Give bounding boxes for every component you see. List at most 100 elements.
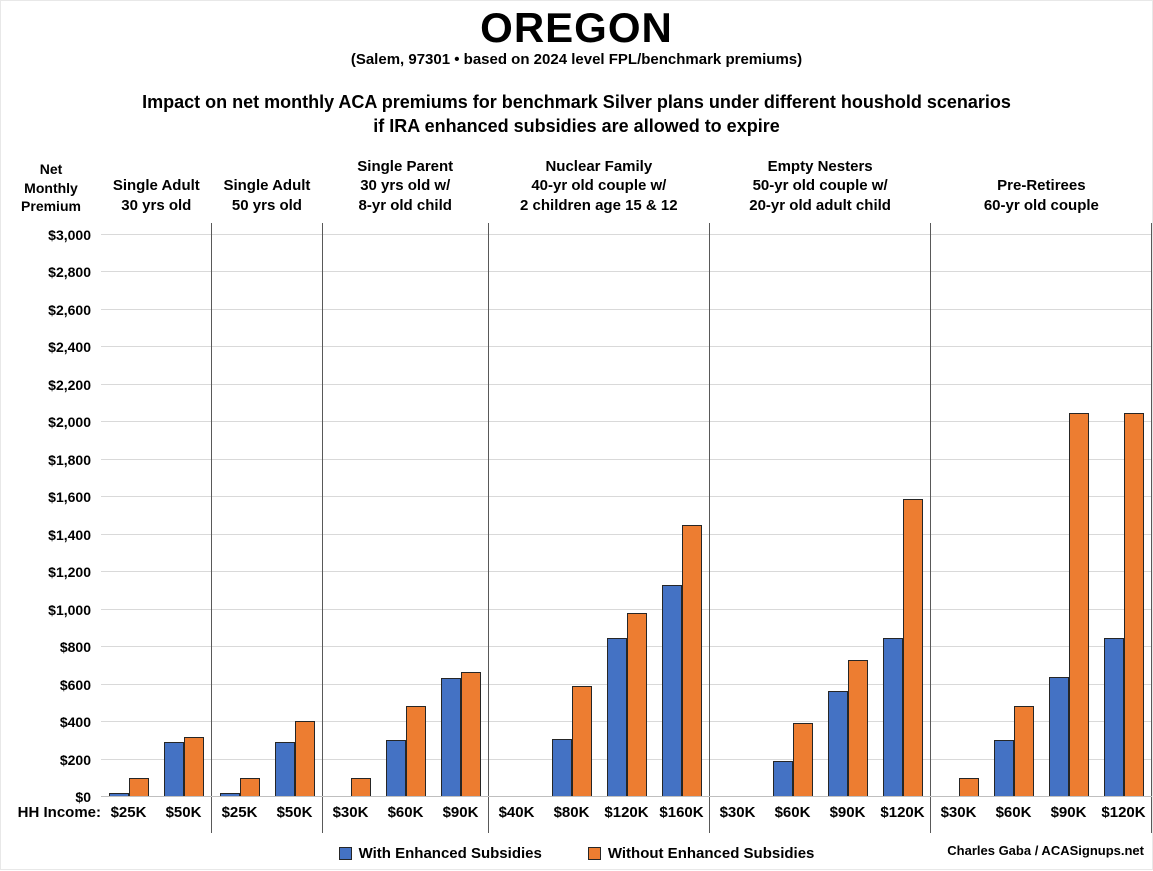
- scenario-header: Nuclear Family 40-yr old couple w/2 child…: [488, 157, 709, 216]
- bar-with-enhanced-subsidies: [163, 741, 184, 797]
- legend-swatch-orange-icon: [587, 846, 601, 860]
- bar-pair-cell: [212, 223, 267, 797]
- bar-pair: [163, 737, 204, 797]
- income-label: $60K: [387, 804, 424, 821]
- bar-with-enhanced-subsidies: [1103, 637, 1124, 797]
- income-label-group: $25K $50K: [211, 797, 322, 833]
- bar-without-enhanced-subsidies: [1123, 412, 1144, 797]
- y-axis-tick-label: $1,600: [48, 489, 91, 505]
- bar-pair: [827, 660, 868, 797]
- bar-pair: [993, 706, 1034, 797]
- bar-pair: [330, 778, 371, 797]
- y-axis-tick-labels: $0 $200 $400 $600 $800 $1,000 $1,200 $1,400 $1,6…: [1, 223, 101, 806]
- bar-pair-cell: [156, 223, 211, 797]
- scenario-header-line: 8-yr old child: [358, 196, 452, 214]
- scenario-header: Empty Nesters 50-yr old couple w/20-yr ol…: [709, 157, 930, 216]
- bar-group: [488, 223, 709, 797]
- income-label: $160K: [659, 804, 704, 821]
- scenario-header: Pre-Retirees 60-yr old couple: [931, 176, 1152, 215]
- income-label-groups: $25K $50K $25K $50K $30K $60K $90K $40K $80K $120…: [101, 797, 1152, 833]
- y-axis-tick-label: $2,200: [48, 376, 91, 393]
- bar-pair-cell: [267, 223, 322, 797]
- plot-area: [101, 223, 1152, 797]
- bar-pair-cell: [378, 223, 433, 797]
- bar-without-enhanced-subsidies: [571, 686, 592, 797]
- income-label-group: $25K $50K: [101, 797, 211, 833]
- scenario-header-line: Single Adult: [112, 177, 200, 194]
- bar-groups: [101, 223, 1152, 797]
- income-label: $30K: [940, 804, 977, 821]
- income-label: $30K: [719, 804, 756, 821]
- bar-pair: [219, 778, 260, 797]
- bar-pair-cell: [489, 223, 544, 797]
- gridline: [101, 383, 1152, 385]
- x-axis-row: HH Income: $25K $50K $25K $50K $30K $60K $90K $…: [1, 797, 1152, 833]
- bar-without-enhanced-subsidies: [902, 498, 923, 797]
- scenario-header-line: 30 yrs old: [121, 196, 192, 214]
- scenario-header-line: 2 children age 15 & 12: [520, 196, 678, 214]
- bar-pair-cell: [710, 223, 765, 797]
- scenario-header-line: 60-yr old couple: [983, 196, 1099, 214]
- y-axis-tick-label: $400: [59, 714, 91, 730]
- bar-with-enhanced-subsidies: [440, 677, 461, 797]
- y-axis-tick-label: $3,000: [48, 226, 91, 243]
- scenario-header-line: 50-yr old couple w/: [752, 177, 888, 194]
- y-axis-tick-label: $2,600: [48, 301, 91, 318]
- scenario-header: Single Parent 30 yrs old w/8-yr old child: [322, 157, 488, 216]
- attribution-credit: Charles Gaba / ACASignups.net: [947, 843, 1144, 858]
- bar-with-enhanced-subsidies: [108, 793, 129, 797]
- bar-pair: [108, 778, 149, 797]
- chart-title: OREGON: [480, 4, 673, 51]
- bar-without-enhanced-subsidies: [128, 778, 149, 797]
- bar-pair: [551, 686, 592, 797]
- bar-pair-cell: [654, 223, 709, 797]
- scenario-header-row: Net Monthly Premium Single Adult 30 yrs o…: [1, 151, 1152, 223]
- income-label: $90K: [442, 804, 479, 821]
- bar-without-enhanced-subsidies: [847, 660, 868, 797]
- y-axis-tick-label: $0: [75, 789, 91, 805]
- y-axis-tick-label: $1,400: [48, 526, 91, 543]
- gridline: [101, 458, 1152, 460]
- legend-label-with-subsidies: With Enhanced Subsidies: [358, 844, 542, 862]
- y-axis-tick-label: $200: [59, 751, 91, 768]
- income-label: $60K: [995, 804, 1032, 821]
- income-label: $25K: [221, 804, 258, 821]
- bar-with-enhanced-subsidies: [219, 793, 240, 797]
- income-label-group: $30K $60K $90K $120K: [930, 797, 1152, 833]
- bar-pair-cell: [1041, 223, 1096, 797]
- bar-without-enhanced-subsidies: [294, 721, 315, 797]
- bar-with-enhanced-subsidies: [661, 585, 682, 797]
- bar-pair: [274, 721, 315, 797]
- gridline: [101, 233, 1152, 235]
- y-axis-tick-label: $600: [59, 676, 91, 693]
- gridline: [101, 571, 1152, 572]
- y-axis-tick-label: $2,800: [48, 264, 91, 280]
- gridline: [101, 533, 1152, 535]
- income-label: $30K: [332, 804, 369, 821]
- y-axis-tick-label: $1,800: [48, 451, 91, 468]
- chart-description-line1: Impact on net monthly ACA premiums for b…: [142, 92, 1011, 112]
- bar-pair-cell: [765, 223, 820, 797]
- bar-without-enhanced-subsidies: [792, 722, 813, 797]
- bar-with-enhanced-subsidies: [827, 691, 848, 797]
- gridline: [101, 346, 1152, 347]
- bar-pair: [440, 672, 481, 797]
- bar-without-enhanced-subsidies: [405, 706, 426, 797]
- income-label-group: $40K $80K $120K $160K: [488, 797, 709, 833]
- bar-pair: [1103, 412, 1144, 797]
- chart-subtitle: (Salem, 97301 • based on 2024 level FPL/…: [350, 51, 803, 68]
- bar-pair: [938, 778, 979, 797]
- legend-row: With Enhanced Subsidies Without Enhanced…: [1, 833, 1152, 871]
- scenario-header-line: Single Adult: [223, 177, 311, 194]
- bar-without-enhanced-subsidies: [681, 525, 702, 797]
- income-label: $25K: [110, 804, 147, 821]
- bar-pair-cell: [1096, 223, 1151, 797]
- income-label: $120K: [880, 804, 925, 821]
- bar-with-enhanced-subsidies: [1048, 677, 1069, 797]
- income-label: $80K: [553, 804, 590, 821]
- bar-pair: [1048, 412, 1089, 797]
- bar-pair-cell: [820, 223, 875, 797]
- scenario-header: Single Adult 50 yrs old: [212, 176, 323, 215]
- scenario-header-line: Empty Nesters: [767, 157, 873, 175]
